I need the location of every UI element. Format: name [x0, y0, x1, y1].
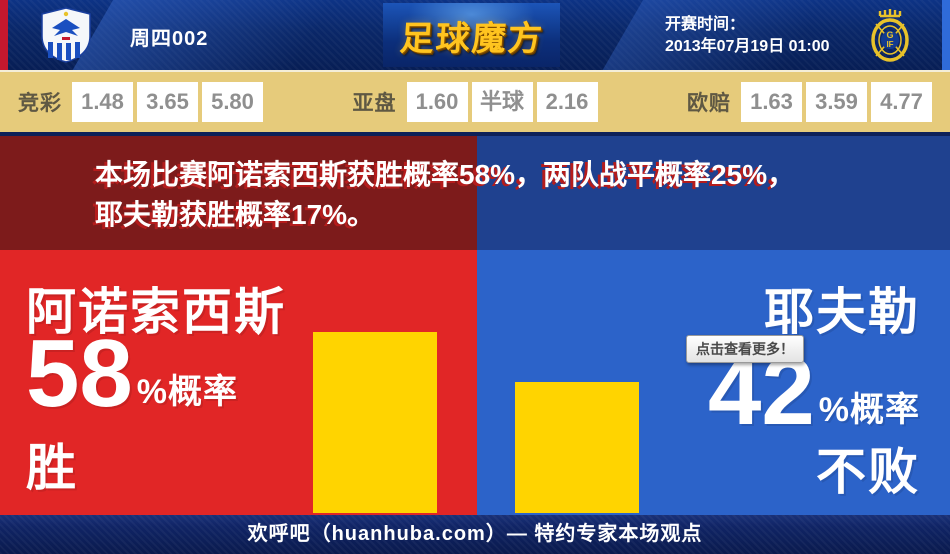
odds-value: 4.77 — [871, 82, 932, 122]
away-team-panel[interactable]: 耶夫勒 42 %概率 不败 点击查看更多！ — [477, 250, 950, 515]
summary-band: 本场比赛阿诺索西斯获胜概率58%，两队战平概率25%， 耶夫勒获胜概率17%。 — [0, 136, 950, 250]
home-probability: 58 %概率 — [26, 320, 239, 427]
home-team-name: 阿诺索西斯 — [26, 284, 286, 340]
site-logo-text: 足球魔方 — [397, 19, 545, 58]
odds-value: 半球 — [471, 82, 533, 122]
left-red-edge — [0, 0, 8, 70]
odds-label-jingcai: 竞彩 — [18, 92, 62, 115]
footer-bar: 欢呼吧（huanhuba.com）— 特约专家本场观点 — [0, 515, 950, 554]
home-team-panel[interactable]: 阿诺索西斯 58 %概率 胜 — [0, 250, 477, 515]
odds-value: 3.59 — [806, 82, 867, 122]
odds-value: 3.65 — [137, 82, 198, 122]
site-logo: 足球魔方 — [383, 3, 560, 67]
home-outcome-label: 胜 — [26, 440, 78, 496]
summary-red-background — [0, 136, 477, 250]
header: 周四002 足球魔方 开赛时间： 2013年07月19日 01:00 G IF — [0, 0, 950, 70]
view-more-tooltip[interactable]: 点击查看更多！ — [686, 335, 804, 363]
odds-group-jingcai: 竞彩 1.48 3.65 5.80 — [18, 82, 263, 122]
away-team-name: 耶夫勒 — [764, 284, 920, 340]
away-percent-suffix: %概率 — [818, 391, 920, 430]
right-blue-edge — [942, 0, 950, 70]
odds-value: 1.48 — [72, 82, 133, 122]
home-probability-bar — [313, 332, 437, 513]
odds-value: 1.60 — [406, 82, 468, 122]
odds-group-yapan: 亚盘 1.60 半球 2.16 — [353, 82, 598, 122]
kickoff-label: 开赛时间： — [665, 16, 746, 33]
summary-line1: 本场比赛阿诺索西斯获胜概率58%，两队战平概率25%， — [95, 159, 796, 190]
odds-value: 1.63 — [741, 82, 802, 122]
away-outcome-label: 不败 — [816, 444, 920, 500]
odds-bar: 竞彩 1.48 3.65 5.80 亚盘 1.60 半球 2.16 欧赔 1.6… — [0, 70, 950, 132]
odds-label-yapan: 亚盘 — [352, 92, 397, 115]
home-percent-value: 58 — [26, 320, 133, 427]
away-probability-bar — [515, 382, 639, 513]
odds-label-oupei: 欧赔 — [687, 92, 731, 115]
away-team-crest-icon: G IF — [871, 9, 909, 62]
odds-group-oupei: 欧赔 1.63 3.59 4.77 — [687, 82, 932, 122]
svg-text:IF: IF — [886, 40, 893, 49]
odds-value: 2.16 — [536, 82, 598, 122]
summary-blue-background — [477, 136, 950, 250]
footer-text: 欢呼吧（huanhuba.com）— 特约专家本场观点 — [247, 523, 703, 545]
svg-text:G: G — [886, 30, 893, 40]
kickoff-time: 开赛时间： 2013年07月19日 01:00 — [665, 14, 830, 58]
odds-value: 5.80 — [202, 82, 263, 122]
home-percent-suffix: %概率 — [136, 373, 239, 412]
kickoff-value: 2013年07月19日 01:00 — [665, 38, 830, 55]
match-code: 周四002 — [130, 28, 209, 50]
summary-text: 本场比赛阿诺索西斯获胜概率58%，两队战平概率25%， 耶夫勒获胜概率17%。 — [95, 155, 915, 235]
home-team-crest-icon — [41, 7, 91, 63]
separator-line — [0, 132, 950, 136]
summary-line2: 耶夫勒获胜概率17%。 — [95, 199, 376, 230]
